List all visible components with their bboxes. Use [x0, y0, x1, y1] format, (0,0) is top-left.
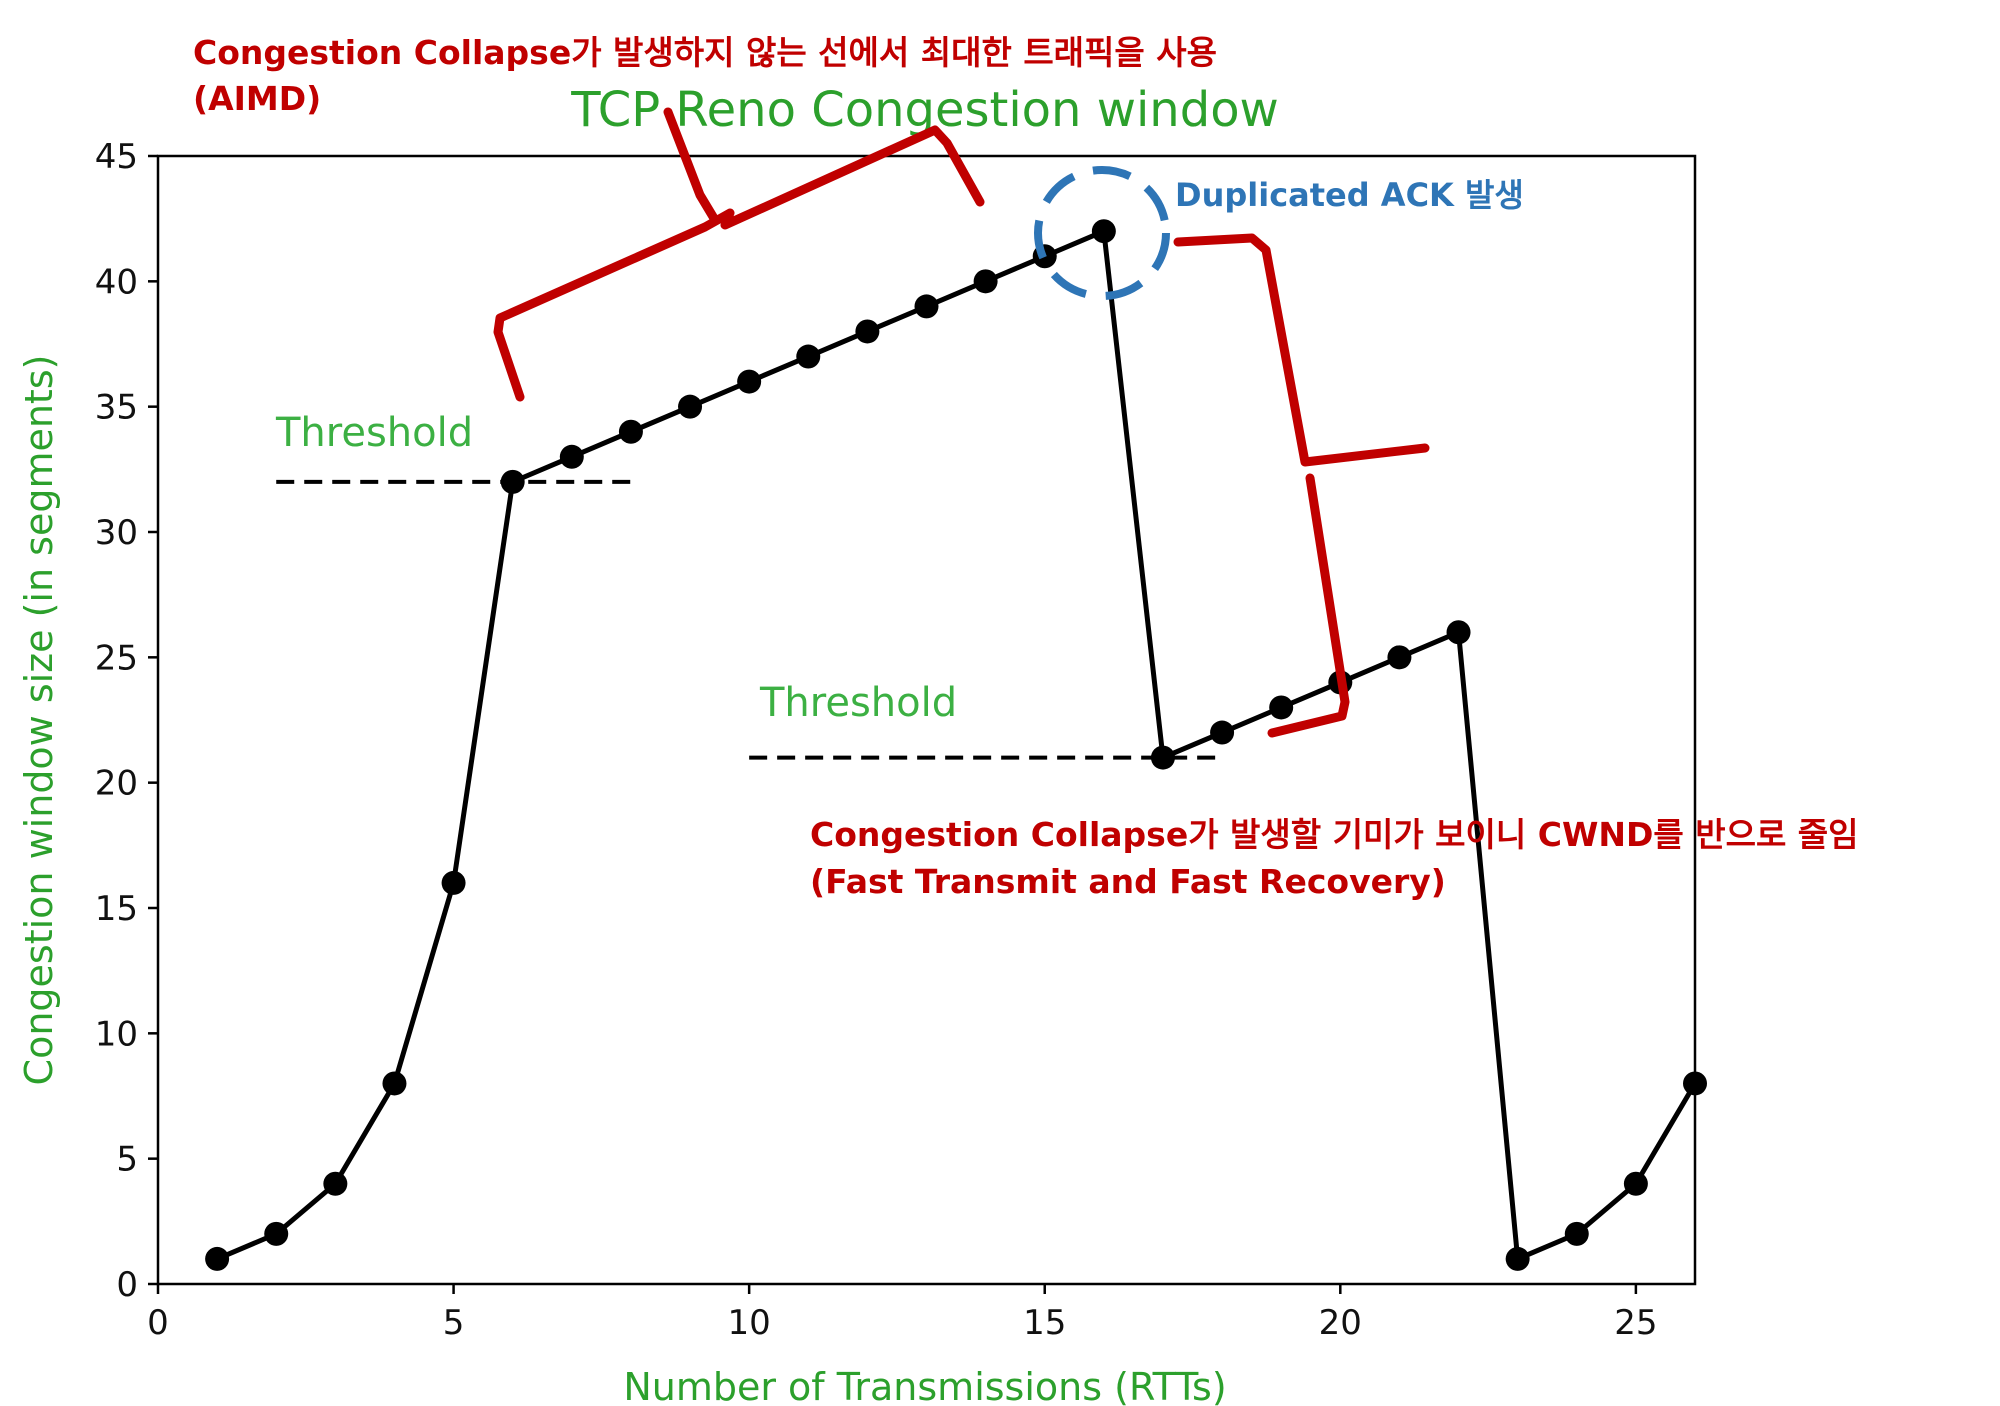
aimd-note-line1: Congestion Collapse가 발생하지 않는 선에서 최대한 트래픽… [193, 33, 1217, 72]
data-point [441, 870, 466, 895]
data-point [1387, 645, 1412, 670]
threshold-label-lower: Threshold [759, 680, 957, 726]
y-tick-label: 0 [116, 1265, 138, 1305]
series-line [216, 228, 1698, 1262]
data-point [914, 294, 939, 319]
aimd-brace-tip [663, 107, 720, 225]
data-point [1623, 1171, 1648, 1196]
y-tick-label: 15 [95, 889, 138, 929]
data-point [264, 1221, 289, 1246]
data-point [1446, 620, 1471, 645]
fast-recovery-note-line2: (Fast Transmit and Fast Recovery) [810, 862, 1446, 901]
y-tick-label: 35 [95, 388, 138, 428]
fast-recovery-brace-lower [1267, 473, 1350, 738]
x-tick-label: 15 [1023, 1303, 1066, 1343]
data-point [559, 444, 584, 469]
data-point [1683, 1071, 1707, 1096]
y-tick-label: 30 [95, 513, 138, 553]
data-point [1091, 219, 1116, 244]
data-point [205, 1246, 230, 1271]
data-point [796, 344, 821, 369]
chart-title: TCP Reno Congestion window [570, 82, 1279, 138]
x-axis-ticks: 0 5 10 15 20 25 [147, 1284, 1658, 1343]
data-point [737, 369, 762, 394]
x-tick-label: 10 [728, 1303, 771, 1343]
data-point [1505, 1246, 1530, 1271]
x-tick-label: 0 [147, 1303, 169, 1343]
aimd-brace [493, 125, 985, 402]
y-tick-label: 25 [95, 638, 138, 678]
data-point [1210, 720, 1235, 745]
threshold-label-upper: Threshold [275, 410, 473, 456]
data-point [1564, 1221, 1589, 1246]
dup-ack-note: Duplicated ACK 발생 [1175, 176, 1524, 214]
x-tick-label: 5 [443, 1303, 465, 1343]
data-series [205, 219, 1707, 1271]
data-point [1269, 695, 1294, 720]
y-tick-label: 40 [95, 262, 138, 302]
data-point [323, 1171, 348, 1196]
threshold-lines [276, 479, 1223, 760]
data-point [855, 319, 880, 344]
y-tick-label: 10 [95, 1014, 138, 1054]
x-tick-label: 25 [1614, 1303, 1657, 1343]
y-tick-label: 5 [116, 1140, 138, 1180]
data-point [382, 1071, 407, 1096]
y-axis-title: Congestion window size (in segments) [17, 355, 61, 1086]
data-point [678, 394, 703, 419]
data-point [1150, 745, 1175, 770]
duplicated-ack-marker [1034, 166, 1170, 300]
aimd-note-line2: (AIMD) [193, 79, 321, 118]
y-tick-label: 45 [95, 137, 138, 177]
data-point [500, 469, 525, 494]
x-tick-label: 20 [1319, 1303, 1362, 1343]
y-axis-ticks: 0 5 10 15 20 25 30 35 40 45 [95, 137, 158, 1305]
fast-recovery-note-line1: Congestion Collapse가 발생할 기미가 보이니 CWND를 반… [810, 815, 1859, 854]
data-point [973, 269, 998, 294]
fast-recovery-brace [1173, 233, 1430, 467]
y-tick-label: 20 [95, 764, 138, 804]
x-axis-title: Number of Transmissions (RTTs) [623, 1365, 1226, 1406]
data-point [618, 419, 643, 444]
plot-frame [156, 154, 1697, 1286]
